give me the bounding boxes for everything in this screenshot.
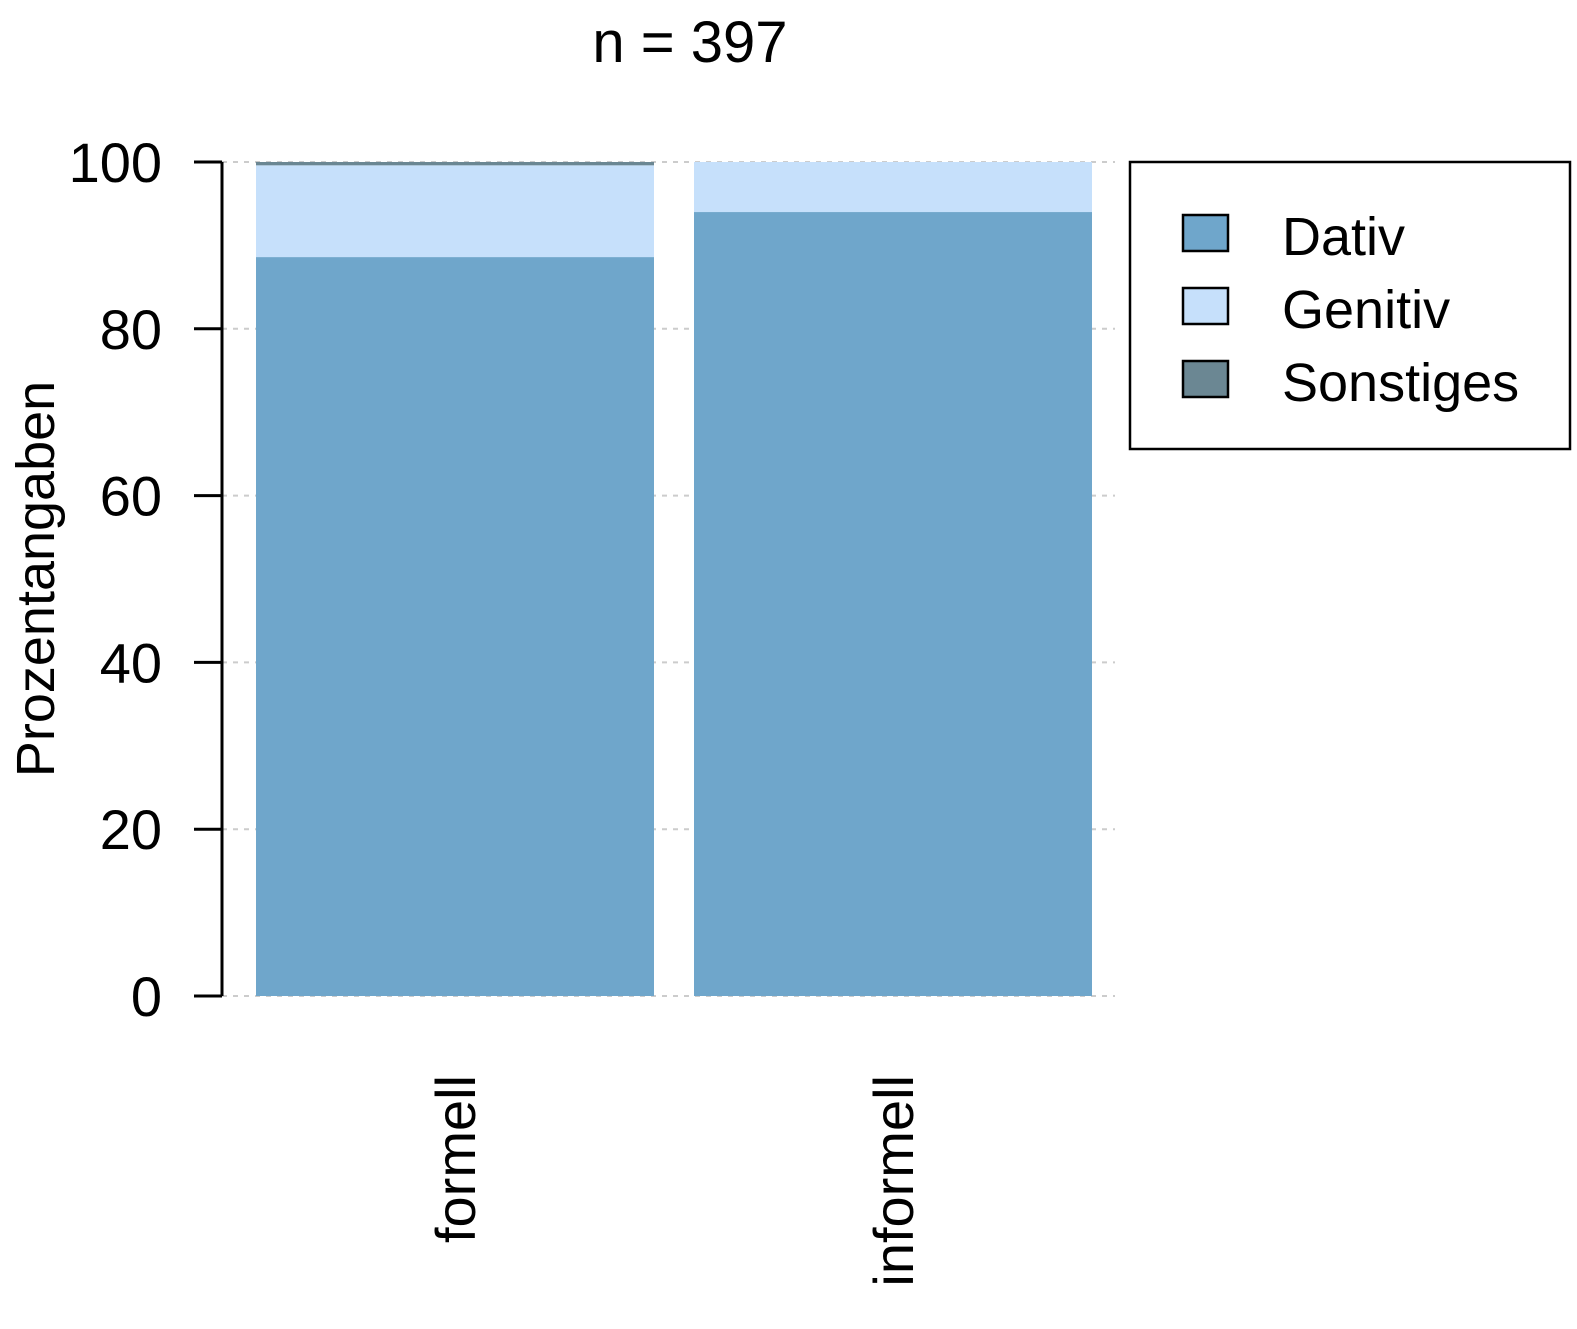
bar-informell-genitiv: [694, 162, 1092, 213]
legend-label-sonstiges: Sonstiges: [1282, 353, 1519, 413]
y-tick-label: 0: [131, 965, 162, 1028]
legend-label-genitiv: Genitiv: [1282, 280, 1450, 340]
legend-label-dativ: Dativ: [1282, 207, 1405, 267]
y-tick-label: 80: [100, 298, 162, 361]
legend-swatch-sonstiges: [1181, 359, 1230, 399]
y-tick-label: 60: [100, 465, 162, 528]
x-tick-label: formell: [424, 1075, 487, 1243]
x-axis-labels: formell informell: [424, 1075, 925, 1287]
chart-title: n = 397: [592, 10, 787, 75]
legend: Dativ Genitiv Sonstiges: [1128, 160, 1572, 451]
y-tick-label: 20: [100, 798, 162, 861]
y-tick-label: 40: [100, 631, 162, 694]
legend-box: [1128, 160, 1572, 451]
legend-swatch-dativ: [1181, 213, 1230, 253]
bar-formell-genitiv: [256, 165, 654, 258]
bars: [256, 162, 1092, 997]
bar-formell-sonstiges: [256, 162, 654, 166]
y-axis-ticks: 0 20 40 60 80 100: [69, 131, 222, 1028]
bar-informell-dativ: [694, 212, 1092, 997]
x-tick-label: informell: [862, 1075, 925, 1287]
y-tick-label: 100: [69, 131, 162, 194]
legend-swatch-genitiv: [1181, 286, 1230, 326]
y-axis-label: Prozentangaben: [6, 381, 66, 777]
bar-formell-dativ: [256, 257, 654, 996]
